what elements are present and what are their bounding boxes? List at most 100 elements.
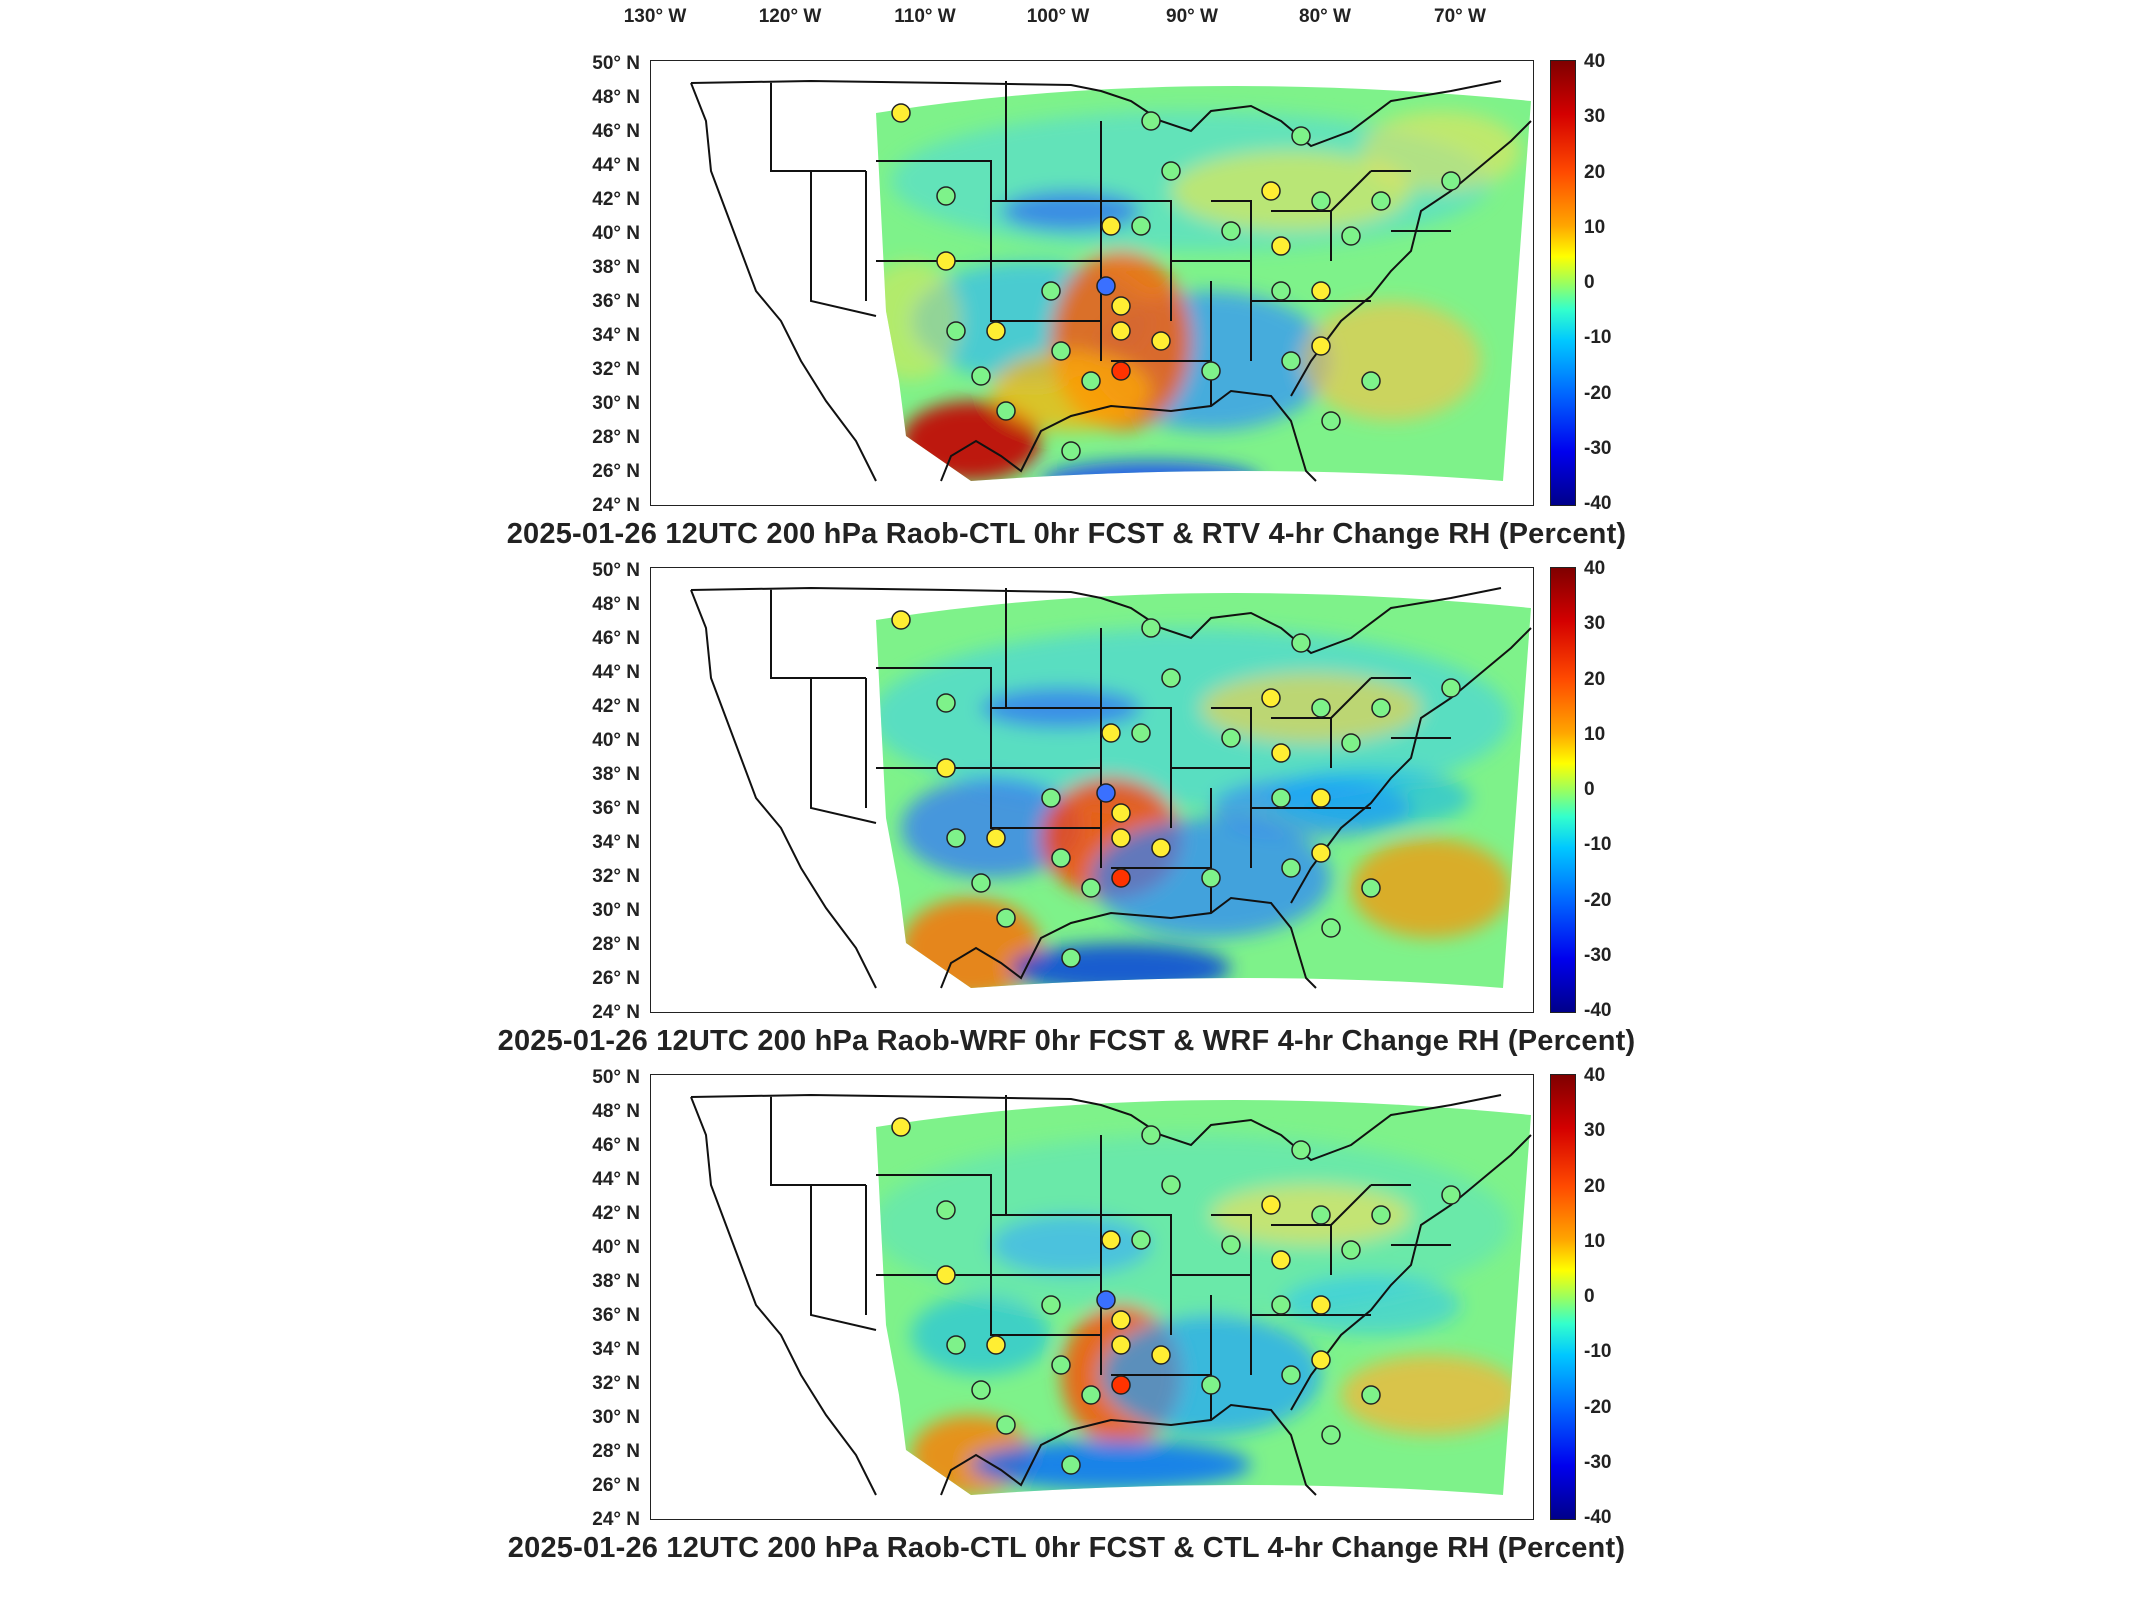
raob-station-marker[interactable] [1041,788,1061,808]
raob-station-marker[interactable] [1111,361,1131,381]
raob-station-marker[interactable] [1221,221,1241,241]
raob-station-marker[interactable] [1261,688,1281,708]
raob-station-marker[interactable] [1341,733,1361,753]
raob-station-marker[interactable] [1361,1385,1381,1405]
raob-station-marker[interactable] [1131,723,1151,743]
raob-station-marker[interactable] [936,693,956,713]
raob-station-marker[interactable] [1311,788,1331,808]
raob-station-marker[interactable] [1111,1310,1131,1330]
raob-station-marker[interactable] [1111,296,1131,316]
raob-station-marker[interactable] [1271,788,1291,808]
raob-station-marker[interactable] [1271,1295,1291,1315]
raob-station-marker[interactable] [1341,226,1361,246]
raob-station-marker[interactable] [1111,1335,1131,1355]
raob-station-marker[interactable] [1111,321,1131,341]
raob-station-marker[interactable] [891,1117,911,1137]
raob-station-marker[interactable] [1441,1185,1461,1205]
raob-station-marker[interactable] [1271,236,1291,256]
raob-station-marker[interactable] [1281,351,1301,371]
raob-station-marker[interactable] [1261,1195,1281,1215]
raob-station-marker[interactable] [1161,668,1181,688]
raob-station-marker[interactable] [1201,361,1221,381]
raob-station-marker[interactable] [1291,633,1311,653]
raob-station-marker[interactable] [1311,1205,1331,1225]
raob-station-marker[interactable] [1061,948,1081,968]
raob-station-marker[interactable] [936,186,956,206]
raob-station-marker[interactable] [891,103,911,123]
raob-station-marker[interactable] [946,828,966,848]
raob-station-marker[interactable] [1291,126,1311,146]
rh-change-map[interactable] [650,567,1534,1013]
raob-station-marker[interactable] [1151,1345,1171,1365]
raob-station-marker[interactable] [1321,918,1341,938]
raob-station-marker[interactable] [1111,1375,1131,1395]
raob-station-marker[interactable] [996,908,1016,928]
raob-station-marker[interactable] [1361,878,1381,898]
raob-station-marker[interactable] [1341,1240,1361,1260]
raob-station-marker[interactable] [1141,111,1161,131]
rh-change-map[interactable] [650,1074,1534,1520]
raob-station-marker[interactable] [936,1265,956,1285]
raob-station-marker[interactable] [1261,181,1281,201]
raob-station-marker[interactable] [1081,1385,1101,1405]
raob-station-marker[interactable] [1111,868,1131,888]
raob-station-marker[interactable] [1101,216,1121,236]
raob-station-marker[interactable] [1131,216,1151,236]
raob-station-marker[interactable] [1311,1295,1331,1315]
raob-station-marker[interactable] [971,873,991,893]
raob-station-marker[interactable] [1371,698,1391,718]
raob-station-marker[interactable] [1221,1235,1241,1255]
raob-station-marker[interactable] [1111,803,1131,823]
raob-station-marker[interactable] [1096,783,1116,803]
raob-station-marker[interactable] [1041,281,1061,301]
raob-station-marker[interactable] [1321,1425,1341,1445]
raob-station-marker[interactable] [986,1335,1006,1355]
raob-station-marker[interactable] [1051,848,1071,868]
raob-station-marker[interactable] [946,1335,966,1355]
raob-station-marker[interactable] [971,1380,991,1400]
raob-station-marker[interactable] [1111,828,1131,848]
raob-station-marker[interactable] [986,321,1006,341]
raob-station-marker[interactable] [1051,1355,1071,1375]
raob-station-marker[interactable] [1271,743,1291,763]
raob-station-marker[interactable] [1081,878,1101,898]
raob-station-marker[interactable] [1221,728,1241,748]
raob-station-marker[interactable] [1291,1140,1311,1160]
raob-station-marker[interactable] [1271,1250,1291,1270]
raob-station-marker[interactable] [1371,191,1391,211]
raob-station-marker[interactable] [1161,1175,1181,1195]
raob-station-marker[interactable] [891,610,911,630]
raob-station-marker[interactable] [936,251,956,271]
raob-station-marker[interactable] [996,1415,1016,1435]
raob-station-marker[interactable] [1101,723,1121,743]
raob-station-marker[interactable] [1061,1455,1081,1475]
raob-station-marker[interactable] [1361,371,1381,391]
raob-station-marker[interactable] [1311,843,1331,863]
raob-station-marker[interactable] [1271,281,1291,301]
raob-station-marker[interactable] [1441,171,1461,191]
raob-station-marker[interactable] [1311,698,1331,718]
raob-station-marker[interactable] [1441,678,1461,698]
raob-station-marker[interactable] [1096,276,1116,296]
raob-station-marker[interactable] [1151,838,1171,858]
raob-station-marker[interactable] [1061,441,1081,461]
raob-station-marker[interactable] [996,401,1016,421]
raob-station-marker[interactable] [1141,618,1161,638]
raob-station-marker[interactable] [1311,191,1331,211]
raob-station-marker[interactable] [1051,341,1071,361]
raob-station-marker[interactable] [1281,1365,1301,1385]
raob-station-marker[interactable] [1041,1295,1061,1315]
raob-station-marker[interactable] [986,828,1006,848]
raob-station-marker[interactable] [1311,1350,1331,1370]
raob-station-marker[interactable] [1151,331,1171,351]
raob-station-marker[interactable] [1201,1375,1221,1395]
raob-station-marker[interactable] [1371,1205,1391,1225]
raob-station-marker[interactable] [1131,1230,1151,1250]
raob-station-marker[interactable] [946,321,966,341]
raob-station-marker[interactable] [1096,1290,1116,1310]
raob-station-marker[interactable] [1081,371,1101,391]
raob-station-marker[interactable] [1201,868,1221,888]
raob-station-marker[interactable] [1321,411,1341,431]
raob-station-marker[interactable] [1101,1230,1121,1250]
raob-station-marker[interactable] [1161,161,1181,181]
